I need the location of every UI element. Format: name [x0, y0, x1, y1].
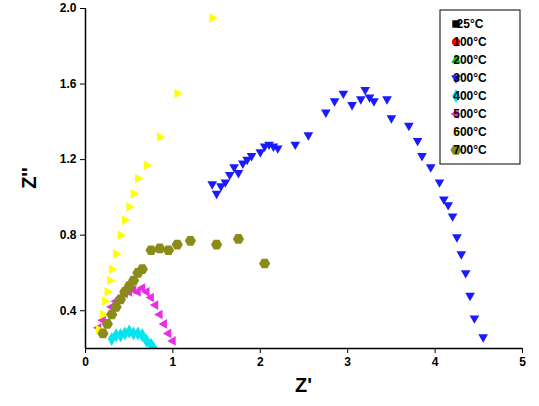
- svg-text:1: 1: [170, 355, 177, 369]
- svg-text:400°C: 400°C: [453, 89, 487, 103]
- svg-text:100°C: 100°C: [453, 35, 487, 49]
- svg-text:600°C: 600°C: [453, 125, 487, 139]
- svg-text:Z'': Z'': [18, 167, 40, 189]
- svg-text:2: 2: [257, 355, 264, 369]
- svg-text:1.6: 1.6: [60, 77, 77, 91]
- svg-text:0.8: 0.8: [60, 228, 77, 242]
- svg-text:4: 4: [432, 355, 439, 369]
- svg-text:25°C: 25°C: [457, 17, 484, 31]
- svg-text:Z': Z': [295, 374, 312, 396]
- svg-text:300°C: 300°C: [453, 71, 487, 85]
- svg-text:5: 5: [519, 355, 526, 369]
- svg-text:1.2: 1.2: [60, 152, 77, 166]
- svg-text:0: 0: [82, 355, 89, 369]
- svg-text:3: 3: [344, 355, 351, 369]
- svg-text:200°C: 200°C: [453, 53, 487, 67]
- svg-text:500°C: 500°C: [453, 107, 487, 121]
- svg-text:700°C: 700°C: [453, 143, 487, 157]
- svg-text:2.0: 2.0: [60, 1, 77, 15]
- svg-text:0.4: 0.4: [60, 304, 77, 318]
